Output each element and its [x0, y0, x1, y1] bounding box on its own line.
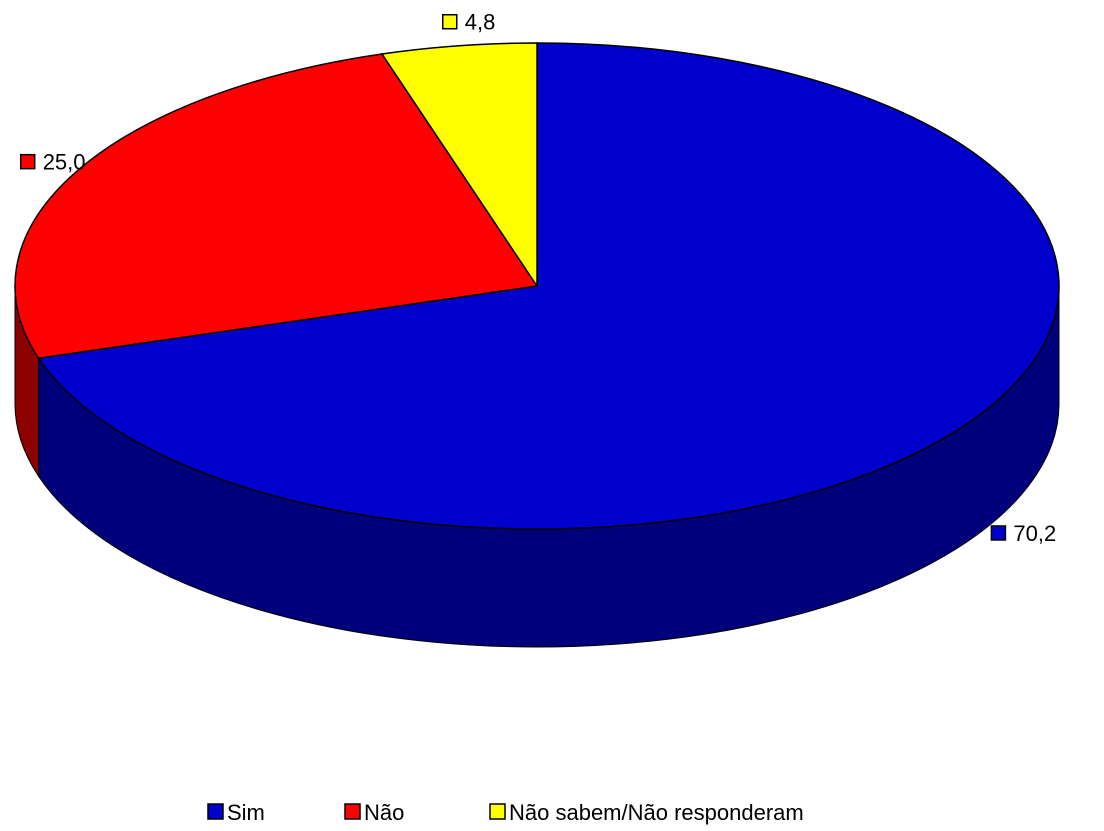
data-label-swatch [441, 13, 458, 30]
legend-item-sim: Sim [207, 800, 265, 825]
legend-label: Não [364, 800, 404, 825]
legend-label: Não sabem/Não responderam [509, 800, 804, 825]
legend-swatch [207, 803, 224, 820]
legend-item-nao-sabem-nao-responderam: Não sabem/Não responderam [489, 800, 804, 825]
data-label-sim: 70,2 [990, 521, 1056, 546]
slice-sim [37, 42, 1060, 530]
data-labels: 70,2 25,0 4,8 [19, 10, 1056, 546]
data-label-value: 25,0 [43, 150, 86, 175]
legend: Sim Não Não sabem/Não responderam [207, 800, 804, 825]
legend-label: Sim [227, 800, 265, 825]
data-label-value: 4,8 [465, 10, 496, 35]
data-label-value: 70,2 [1013, 521, 1056, 546]
data-label-swatch [19, 153, 36, 170]
data-label-nao: 25,0 [19, 150, 86, 175]
legend-swatch [489, 803, 506, 820]
legend-item-nao: Não [344, 800, 404, 825]
slice-nao-sabem-nao-responderam [380, 42, 538, 289]
data-label-swatch [990, 525, 1007, 541]
slices-layer [14, 42, 1060, 648]
slice-nao [14, 53, 539, 359]
data-label-nao-sabem-nao-responderam: 4,8 [441, 10, 496, 35]
legend-swatch [344, 803, 361, 820]
